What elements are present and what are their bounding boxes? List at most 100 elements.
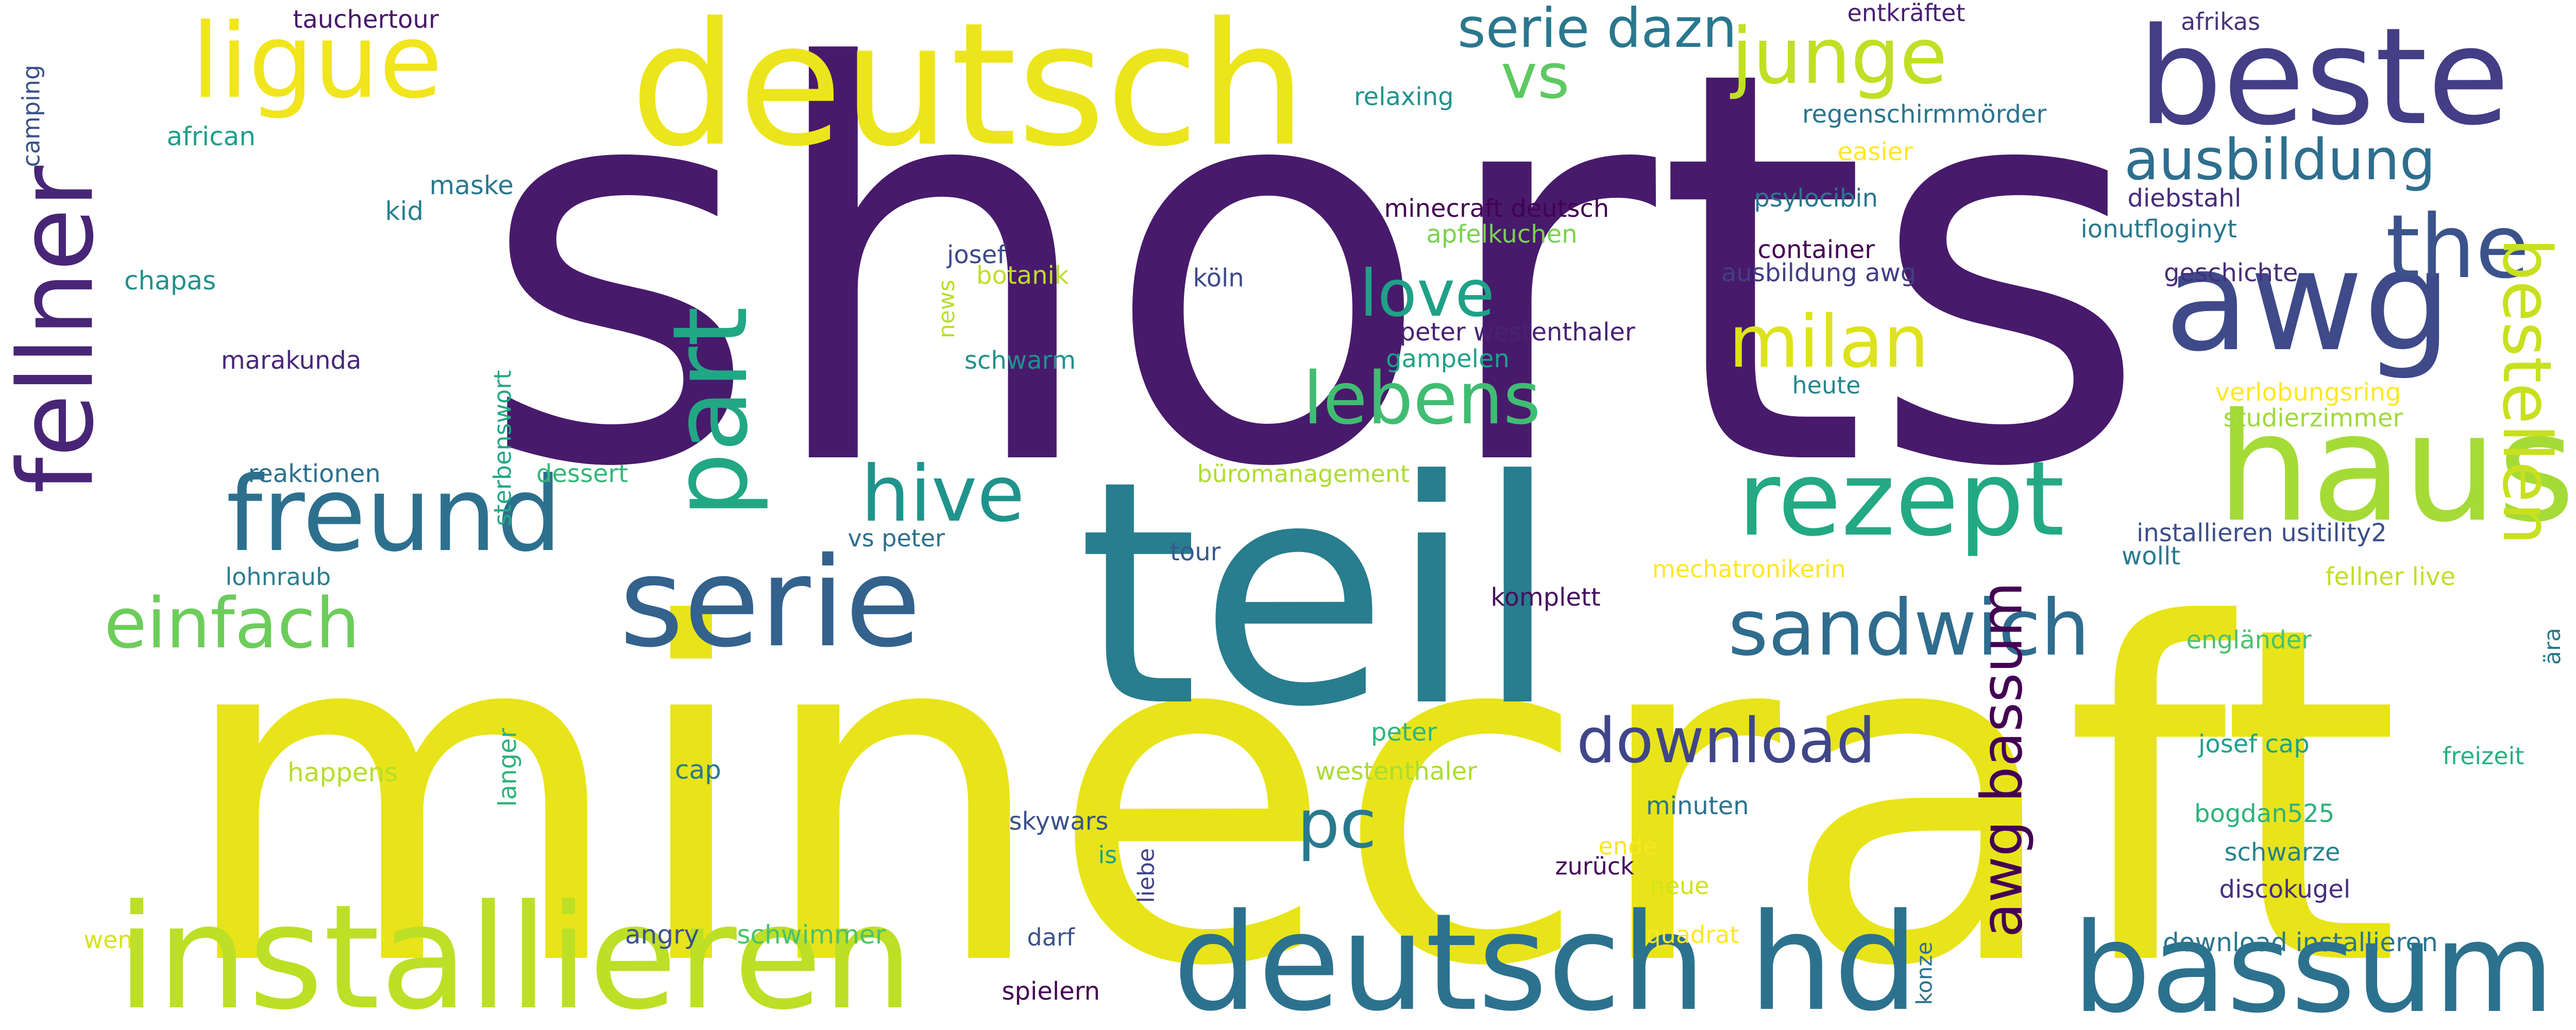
word-englaender: engländer [2186,626,2312,655]
word-heute: heute [1792,371,1861,399]
word-wen: wen [83,926,133,954]
word-installieren: installieren [116,874,914,1030]
word-lebens: lebens [1303,357,1541,441]
word-schwarm: schwarm [964,346,1076,375]
word-sandwich: sandwich [1728,583,2090,673]
word-skywars: skywars [1009,807,1109,836]
word-shorts: shorts [478,0,2150,585]
word-awg: awg [2164,220,2452,382]
word-neue: neue [1650,872,1709,900]
word-geschichte: geschichte [2164,259,2298,287]
word-pc: pc [1297,785,1377,863]
word-einfach: einfach [104,582,360,664]
word-darf: darf [1027,923,1075,951]
word-cap: cap [675,755,721,785]
word-liebe: liebe [1132,848,1159,903]
word-serie-dazn: serie dazn [1458,0,1737,60]
word-koeln: köln [1193,264,1244,293]
word-kid: kid [385,196,424,226]
word-vs-peter: vs peter [848,524,945,552]
word-minecraft: minecraft [175,528,2401,1030]
word-haus: haus [2216,382,2575,555]
word-bassum: bassum [2072,896,2554,1030]
word-westenthaler: westenthaler [1315,757,1477,786]
word-reaktionen: reaktionen [248,459,381,488]
word-ionutfloginyt: ionutfloginyt [2080,215,2237,244]
word-apfelkuchen: apfelkuchen [1426,220,1578,249]
word-teil: teil [1077,415,1561,775]
word-rezept: rezept [1738,439,2065,559]
word-afrikas: afrikas [2181,8,2261,36]
word-bogdan525: bogdan525 [2194,799,2335,828]
word-entkraeftet: entkräftet [1847,0,1965,27]
word-dessert: dessert [536,459,629,488]
word-camping: camping [16,64,45,167]
word-chapas: chapas [124,266,216,296]
word-konze: konze [1911,941,1937,1005]
word-the: the [2385,196,2530,298]
word-angry: angry [625,920,700,950]
word-deutsch: deutsch [630,0,1307,184]
word-sterbenswort: sterbenswort [488,370,516,526]
word-wollt: wollt [2122,542,2181,571]
word-freund: freund [226,455,562,575]
word-studierzimmer: studierzimmer [2223,404,2403,433]
word-verlobungsring: verlobungsring [2215,378,2401,407]
word-marakunda: marakunda [221,346,362,375]
word-schwimmer: schwimmer [737,920,886,950]
word-ausbildung: ausbildung [2124,127,2436,193]
word-download: download [1577,706,1876,777]
word-spielern: spielern [1002,977,1100,1006]
word-vs: vs [1501,41,1570,113]
word-relaxing: relaxing [1354,82,1454,111]
word-ausbildung-awg: ausbildung awg [1721,259,1917,287]
word-milan: milan [1728,300,1929,384]
word-fellner-live: fellner live [2325,562,2456,591]
word-aera: ära [2539,627,2566,665]
word-awg-bassum: awg bassum [1968,581,2035,938]
word-tauchertour: tauchertour [293,5,439,34]
word-minuten: minuten [1646,792,1749,820]
word-regenschirmmoerder: regenschirmmörder [1802,100,2047,129]
word-diebstahl: diebstahl [2127,184,2242,213]
word-josef: josef [947,241,1006,269]
word-mechatronikerin: mechatronikerin [1652,555,1846,583]
word-minecraft-deutsch: minecraft deutsch [1384,194,1609,223]
word-container: container [1757,235,1875,264]
word-peter: peter [1371,718,1437,747]
word-happens: happens [287,758,398,787]
word-hive: hive [861,450,1025,539]
word-zurueck: zurück [1555,852,1634,880]
word-easier: easier [1837,138,1913,166]
word-peter-westenthaler: peter westenthaler [1399,318,1635,347]
word-schwarze: schwarze [2224,838,2341,867]
word-download-installieren: download installieren [2163,928,2438,957]
word-komplett: komplett [1490,583,1601,612]
word-deutsch-hd: deutsch hd [1173,885,1919,1030]
word-langer: langer [493,728,522,807]
word-installieren-usitility2: installieren usitility2 [2137,519,2387,547]
word-bestellen: bestellen [2487,238,2566,545]
word-love: love [1360,256,1495,331]
word-discokugel: discokugel [2219,875,2351,904]
word-part: part [651,306,771,518]
word-quadrat: quadrat [1646,921,1739,949]
word-psylocibin: psylocibin [1754,184,1878,213]
word-botanik: botanik [976,261,1069,290]
word-fellner: fellner [0,165,116,494]
word-josef-cap: josef cap [2198,730,2310,759]
word-tour: tour [1170,538,1221,566]
word-junge: junge [1731,12,1947,101]
word-african: african [166,122,256,151]
word-ligue: ligue [191,2,443,122]
word-freizeit: freizeit [2443,742,2524,770]
word-gampelen: gampelen [1386,345,1510,373]
word-serie: serie [619,530,921,675]
word-beste: beste [2138,0,2510,155]
word-lohnraub: lohnraub [225,563,331,591]
word-news: news [933,280,960,338]
word-maske: maske [429,170,514,200]
word-bueromanagement: büromanagement [1197,460,1410,488]
word-is: is [1098,841,1117,869]
